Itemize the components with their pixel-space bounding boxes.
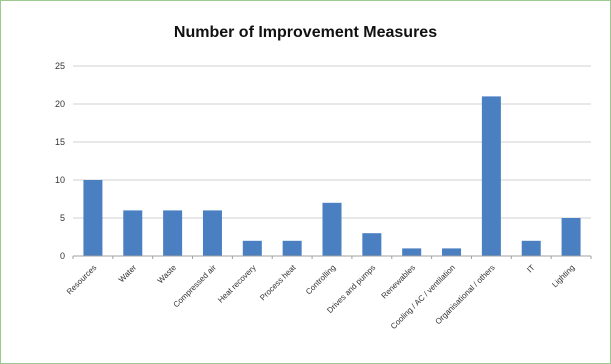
- x-tick-label-12: Lighting: [550, 263, 576, 289]
- x-tick-label-9: Cooling / AC / ventilation: [389, 263, 457, 331]
- y-tick-label-25: 25: [55, 61, 65, 71]
- x-tick-label-0: Resources: [65, 263, 98, 296]
- chart-title: Number of Improvement Measures: [173, 24, 438, 41]
- y-tick-label-0: 0: [60, 251, 65, 261]
- x-tick-label-2: Waste: [156, 263, 179, 286]
- bar-2: [163, 210, 183, 256]
- y-tick-label-15: 15: [55, 137, 65, 147]
- bar-11: [521, 240, 541, 256]
- y-tick-label-20: 20: [55, 99, 65, 109]
- bar-8: [402, 248, 422, 256]
- bar-1: [123, 210, 143, 256]
- x-tick-label-4: Heat recovery: [216, 263, 258, 305]
- x-tick-label-1: Water: [117, 263, 138, 284]
- x-tick-label-11: IT: [525, 263, 536, 274]
- bar-6: [322, 202, 342, 256]
- y-tick-label-10: 10: [55, 175, 65, 185]
- bar-0: [83, 180, 103, 256]
- y-tick-label-5: 5: [60, 213, 65, 223]
- bar-5: [282, 240, 302, 256]
- x-tick-label-3: Compressed air: [172, 263, 219, 310]
- bar-10: [481, 96, 501, 257]
- bar-4: [242, 240, 262, 256]
- x-tick-label-5: Process heat: [258, 263, 298, 303]
- x-tick-label-8: Renewables: [380, 263, 417, 300]
- x-tick-label-6: Controlling: [304, 263, 337, 296]
- bar-12: [561, 218, 581, 256]
- bar-3: [202, 210, 222, 256]
- bar-7: [362, 233, 382, 256]
- bar-9: [442, 248, 462, 256]
